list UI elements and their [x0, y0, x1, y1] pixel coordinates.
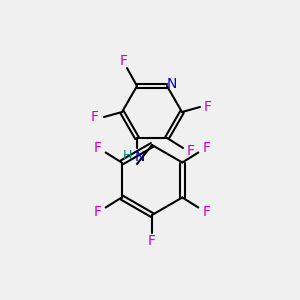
Text: F: F: [202, 205, 210, 218]
Text: H: H: [122, 149, 132, 163]
Text: F: F: [120, 54, 128, 68]
Text: F: F: [148, 234, 156, 248]
Text: F: F: [94, 142, 102, 155]
Text: F: F: [94, 205, 102, 218]
Text: F: F: [91, 110, 99, 124]
Text: N: N: [135, 150, 145, 164]
Text: F: F: [204, 100, 212, 114]
Text: F: F: [187, 144, 195, 158]
Text: N: N: [167, 77, 177, 91]
Text: F: F: [202, 142, 210, 155]
